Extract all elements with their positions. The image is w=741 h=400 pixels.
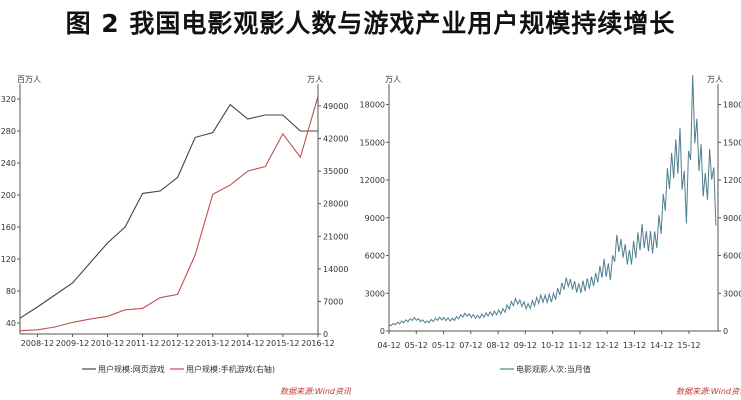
left-y-tick-label: 12000 (360, 176, 385, 185)
legend-label: 电影观影人次:当月值 (516, 364, 591, 374)
left-unit-label: 万人 (385, 75, 401, 84)
x-tick-label: 13-12 (623, 341, 646, 350)
left-y-tick-label: 9000 (365, 214, 385, 223)
right-y-tick-label: 42000 (323, 135, 348, 144)
legend-label: 用户规模:手机游戏(右轴) (186, 364, 275, 374)
left-y-tick-label: 6000 (365, 252, 385, 261)
left-y-tick-label: 240 (1, 159, 16, 168)
right-y-tick-label: 18000 (723, 101, 741, 110)
x-tick-label: 08-12 (486, 341, 509, 350)
left-y-tick-label: 80 (6, 287, 16, 296)
x-tick-label: 2013-12 (196, 339, 229, 348)
right-y-tick-label: 28000 (323, 200, 348, 209)
page-title: 图 2 我国电影观影人数与游戏产业用户规模持续增长 (65, 9, 676, 38)
legend-label: 用户规模:网页游戏 (98, 364, 165, 374)
right-y-tick-label: 49000 (323, 102, 348, 111)
x-tick-label: 2012-12 (161, 339, 194, 348)
left-unit-label: 百万人 (17, 75, 41, 84)
series-line-web-games (19, 103, 318, 319)
x-tick-label: 2015-12 (266, 339, 299, 348)
right-unit-label: 万人 (307, 75, 323, 84)
series-line-cinema-attendance (388, 74, 717, 327)
right-unit-label: 万人 (707, 75, 723, 84)
x-tick-label: 15-12 (677, 341, 700, 350)
left-y-tick-label: 200 (1, 191, 16, 200)
right-y-tick-label: 0 (723, 327, 728, 336)
right-y-tick-label: 9000 (723, 214, 741, 223)
left-y-tick-label: 3000 (365, 289, 385, 298)
right-y-tick-label: 35000 (323, 167, 348, 176)
left-y-tick-label: 160 (1, 223, 16, 232)
x-tick-label: 2014-12 (231, 339, 264, 348)
x-tick-label: 2009-12 (56, 339, 89, 348)
x-tick-label: 12-12 (596, 341, 619, 350)
x-tick-label: 05-12 (405, 341, 428, 350)
right-y-tick-label: 12000 (723, 176, 741, 185)
right-y-tick-label: 14000 (323, 265, 348, 274)
left-y-tick-label: 18000 (360, 101, 385, 110)
x-tick-label: 14-12 (650, 341, 673, 350)
right-y-tick-label: 3000 (723, 289, 741, 298)
left-y-tick-label: 0 (380, 327, 385, 336)
right-y-tick-label: 7000 (323, 297, 343, 306)
x-tick-label: 04-12 (377, 341, 400, 350)
right-y-tick-label: 15000 (723, 138, 741, 147)
left-y-tick-label: 15000 (360, 138, 385, 147)
x-tick-label: 09-12 (514, 341, 537, 350)
right-y-tick-label: 6000 (723, 252, 741, 261)
x-tick-label: 2010-12 (91, 339, 124, 348)
x-tick-label: 10-12 (541, 341, 564, 350)
right-y-tick-label: 21000 (323, 232, 348, 241)
series-line-mobile-games (19, 96, 319, 332)
x-tick-label: 11-12 (568, 341, 591, 350)
left-y-tick-label: 120 (1, 255, 16, 264)
x-tick-label: 2008-12 (21, 339, 54, 348)
left-y-tick-label: 40 (6, 319, 16, 328)
x-tick-label: 2011-12 (126, 339, 159, 348)
x-tick-label: 2016-12 (301, 339, 334, 348)
x-tick-label: 05-12 (432, 341, 455, 350)
right-y-tick-label: 0 (323, 330, 328, 339)
left-y-tick-label: 280 (1, 127, 16, 136)
source-note: 数据来源:Wind资讯 (676, 387, 741, 396)
x-tick-label: 07-12 (459, 341, 482, 350)
left-y-tick-label: 320 (1, 95, 16, 104)
source-note: 数据来源:Wind资讯 (280, 387, 352, 396)
